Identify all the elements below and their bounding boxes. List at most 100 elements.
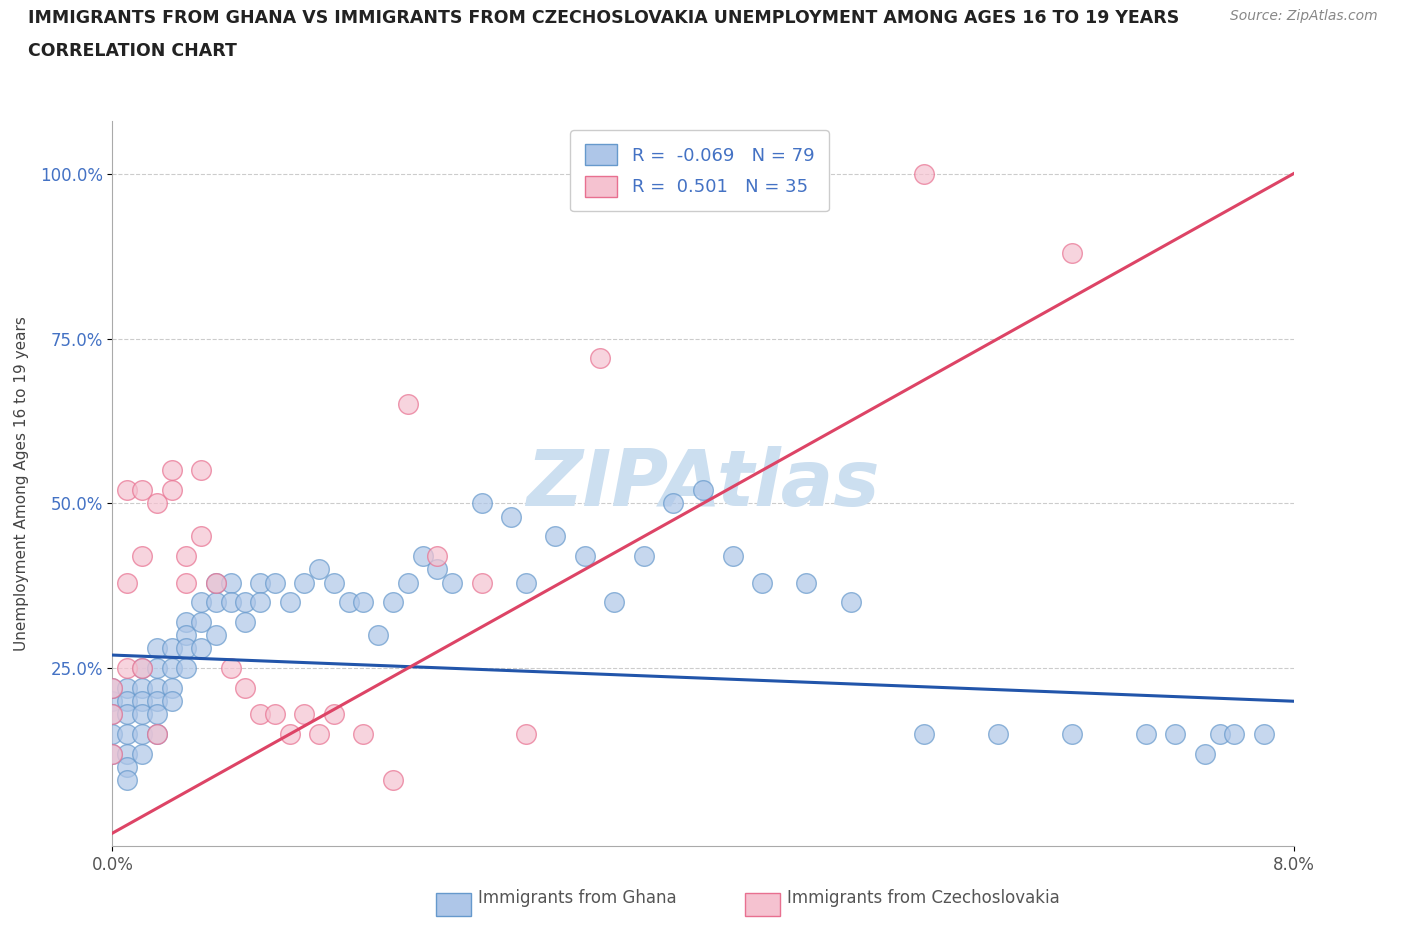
Point — [146, 726, 169, 741]
Point — [515, 575, 537, 590]
Point — [233, 681, 256, 696]
Point — [101, 726, 124, 741]
Point — [101, 707, 124, 722]
Point — [1194, 747, 1216, 762]
Point — [174, 641, 197, 656]
Point — [396, 397, 419, 412]
Point — [501, 509, 523, 524]
Point — [278, 595, 301, 610]
Point — [441, 575, 464, 590]
Point — [205, 575, 228, 590]
Point — [117, 726, 138, 741]
Point — [1135, 726, 1157, 741]
Point — [205, 575, 228, 590]
Point — [721, 549, 744, 564]
Point — [101, 681, 124, 696]
Point — [603, 595, 626, 610]
Point — [160, 483, 183, 498]
Point — [219, 661, 242, 676]
Point — [426, 562, 449, 577]
Text: Immigrants from Ghana: Immigrants from Ghana — [478, 889, 676, 907]
Point — [190, 641, 212, 656]
Point — [117, 483, 138, 498]
Point — [160, 641, 183, 656]
Point — [146, 641, 169, 656]
Point — [117, 747, 138, 762]
Point — [796, 575, 818, 590]
Point — [249, 595, 271, 610]
Point — [146, 726, 169, 741]
Point — [160, 661, 183, 676]
Point — [662, 496, 685, 511]
Point — [131, 726, 153, 741]
Point — [987, 726, 1010, 741]
Point — [205, 595, 228, 610]
Point — [839, 595, 862, 610]
Point — [382, 595, 405, 610]
Point — [160, 463, 183, 478]
Point — [174, 661, 197, 676]
Point — [396, 575, 419, 590]
Point — [412, 549, 434, 564]
Point — [131, 549, 153, 564]
Point — [914, 726, 936, 741]
Point — [574, 549, 596, 564]
Point — [692, 483, 714, 498]
Point — [633, 549, 655, 564]
Point — [1208, 726, 1232, 741]
Point — [205, 628, 228, 643]
Point — [101, 681, 124, 696]
Point — [751, 575, 773, 590]
Point — [146, 496, 169, 511]
Point — [515, 726, 537, 741]
Point — [101, 747, 124, 762]
Point — [219, 575, 242, 590]
Point — [131, 747, 153, 762]
Point — [914, 166, 936, 181]
Text: Source: ZipAtlas.com: Source: ZipAtlas.com — [1230, 9, 1378, 23]
Point — [323, 575, 346, 590]
Point — [117, 681, 138, 696]
Point — [117, 773, 138, 788]
Point — [160, 694, 183, 709]
Point — [146, 661, 169, 676]
Point — [264, 707, 287, 722]
Point — [249, 575, 271, 590]
Point — [146, 694, 169, 709]
Text: ZIPAtlas: ZIPAtlas — [526, 445, 880, 522]
Point — [233, 615, 256, 630]
Legend: R =  -0.069   N = 79, R =  0.501   N = 35: R = -0.069 N = 79, R = 0.501 N = 35 — [571, 130, 828, 211]
Point — [101, 707, 124, 722]
Y-axis label: Unemployment Among Ages 16 to 19 years: Unemployment Among Ages 16 to 19 years — [14, 316, 28, 651]
Point — [131, 681, 153, 696]
Point — [174, 615, 197, 630]
Point — [101, 694, 124, 709]
Text: IMMIGRANTS FROM GHANA VS IMMIGRANTS FROM CZECHOSLOVAKIA UNEMPLOYMENT AMONG AGES : IMMIGRANTS FROM GHANA VS IMMIGRANTS FROM… — [28, 9, 1180, 27]
Point — [544, 529, 567, 544]
Point — [1223, 726, 1246, 741]
Text: Immigrants from Czechoslovakia: Immigrants from Czechoslovakia — [787, 889, 1060, 907]
Point — [1062, 726, 1084, 741]
Point — [278, 726, 301, 741]
Point — [382, 773, 405, 788]
Point — [367, 628, 389, 643]
Point — [190, 615, 212, 630]
Point — [233, 595, 256, 610]
Point — [1062, 246, 1084, 260]
Point — [160, 681, 183, 696]
Point — [308, 562, 330, 577]
Point — [117, 575, 138, 590]
Point — [190, 595, 212, 610]
Point — [471, 575, 494, 590]
Point — [131, 483, 153, 498]
Point — [117, 707, 138, 722]
Point — [264, 575, 287, 590]
Point — [131, 661, 153, 676]
Point — [292, 575, 315, 590]
Point — [117, 694, 138, 709]
Point — [292, 707, 315, 722]
Point — [426, 549, 449, 564]
Point — [219, 595, 242, 610]
Point — [190, 463, 212, 478]
Point — [146, 681, 169, 696]
